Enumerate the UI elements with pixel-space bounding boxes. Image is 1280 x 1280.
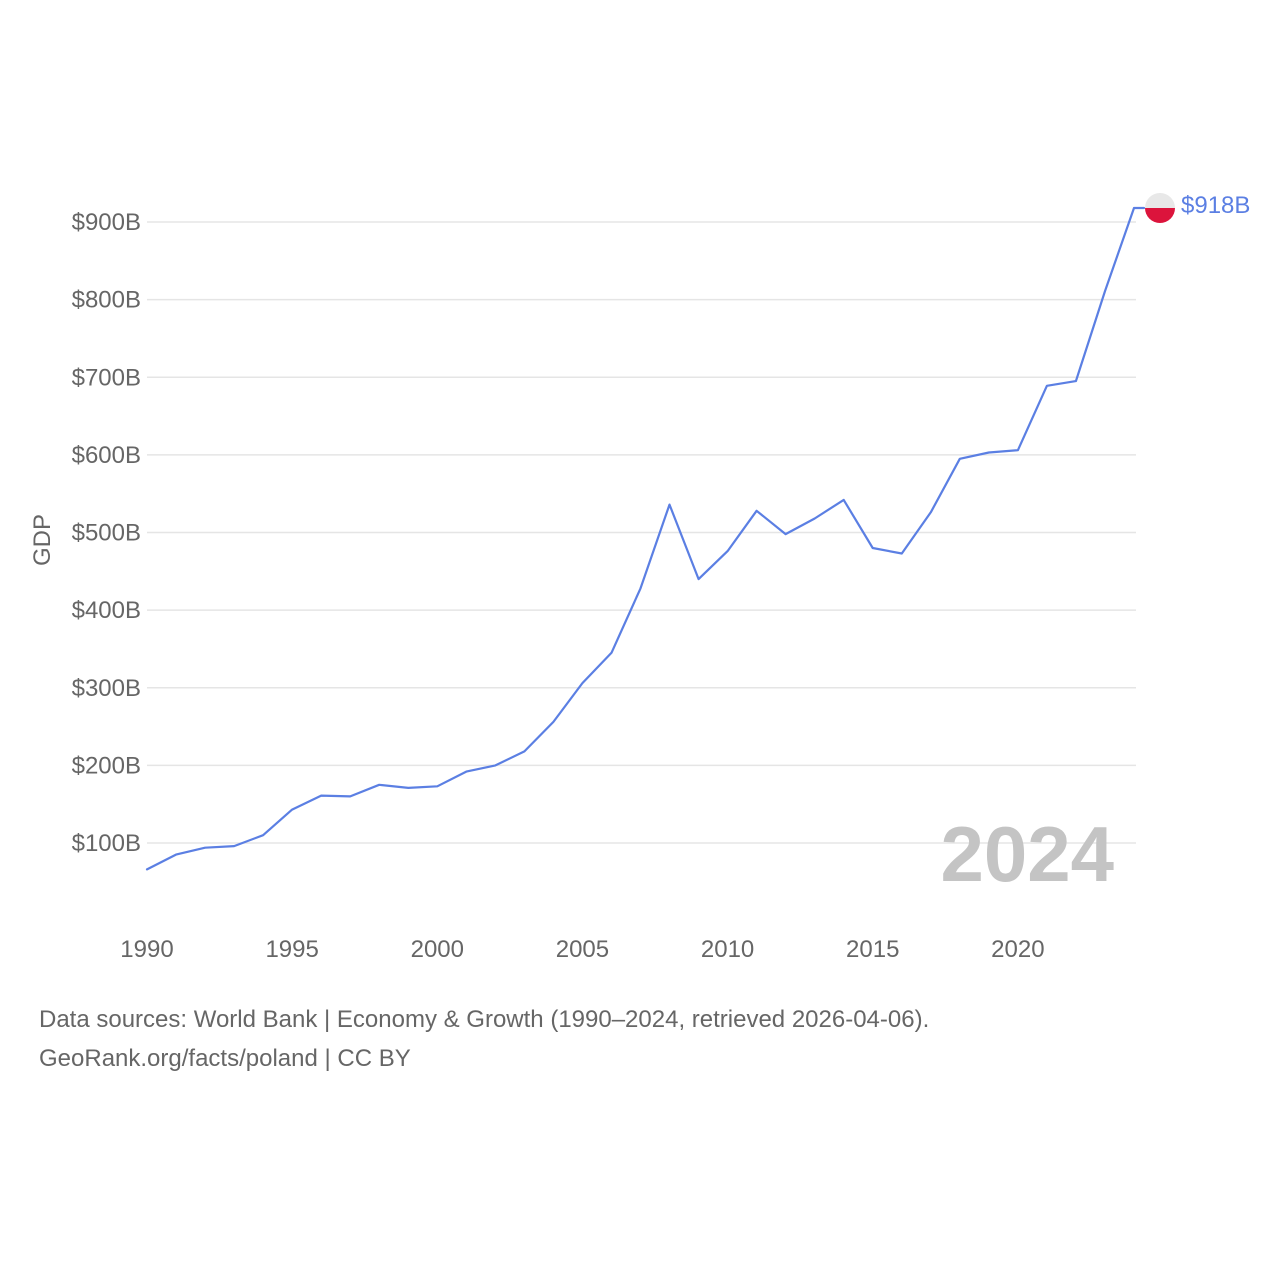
x-tick-label: 2000: [411, 936, 464, 963]
y-tick-label: $700B: [72, 364, 141, 391]
end-marker: $918B: [1145, 192, 1250, 224]
data-point: [347, 793, 353, 799]
data-point: [638, 585, 644, 591]
data-point: [928, 509, 934, 515]
y-tick-label: $800B: [72, 287, 141, 314]
data-point: [550, 719, 556, 725]
data-point: [1073, 378, 1079, 384]
data-point: [376, 782, 382, 788]
gridlines: [147, 221, 1136, 844]
data-point: [144, 866, 150, 872]
end-value-label: $918B: [1181, 192, 1250, 219]
data-point: [957, 456, 963, 462]
data-point: [899, 550, 905, 556]
data-point: [434, 783, 440, 789]
y-axis-ticks: $100B $200B $300B $400B $500B $600B $700B $800B…: [72, 209, 141, 857]
data-point: [870, 545, 876, 551]
data-point: [289, 807, 295, 813]
data-point: [1102, 288, 1108, 294]
data-point: [725, 548, 731, 554]
data-point: [696, 576, 702, 582]
data-point: [173, 852, 179, 858]
footer: Data sources: World Bank | Economy & Gro…: [39, 1000, 1239, 1078]
y-axis-title: GDP: [29, 514, 56, 566]
x-tick-label: 2005: [556, 936, 609, 963]
y-tick-label: $200B: [72, 752, 141, 779]
data-point: [783, 531, 789, 537]
x-tick-label: 1995: [265, 936, 318, 963]
data-point: [812, 516, 818, 522]
data-point: [986, 450, 992, 456]
x-tick-label: 2010: [701, 936, 754, 963]
y-tick-label: $600B: [72, 442, 141, 469]
data-sources-note: Data sources: World Bank | Economy & Gro…: [39, 1006, 930, 1033]
series-line: [145, 206, 1146, 871]
x-axis-ticks: 1990 1995 2000 2005 2010 2015 2020: [120, 936, 1044, 963]
data-point: [463, 769, 469, 775]
y-tick-label: $300B: [72, 675, 141, 702]
data-point: [579, 680, 585, 686]
data-point: [492, 762, 498, 768]
year-watermark: 2024: [940, 810, 1114, 898]
y-tick-label: $900B: [72, 209, 141, 236]
y-tick-label: $500B: [72, 520, 141, 547]
data-point: [318, 793, 324, 799]
data-point: [608, 650, 614, 656]
x-tick-label: 1990: [120, 936, 173, 963]
data-point: [405, 785, 411, 791]
x-tick-label: 2015: [846, 936, 899, 963]
flag-white-half: [1145, 193, 1175, 209]
attribution-note: GeoRank.org/facts/poland | CC BY: [39, 1045, 411, 1072]
data-point: [521, 748, 527, 754]
y-tick-label: $400B: [72, 597, 141, 624]
data-point: [1131, 205, 1137, 211]
gdp-line-chart: $100B $200B $300B $400B $500B $600B $700B $800B…: [29, 192, 1250, 963]
x-tick-label: 2020: [991, 936, 1044, 963]
y-tick-label: $100B: [72, 830, 141, 857]
series-layer: [144, 205, 1146, 872]
poland-flag-icon: [1145, 193, 1175, 224]
data-point: [260, 832, 266, 838]
flag-red-half: [1145, 208, 1175, 224]
data-point: [231, 843, 237, 849]
data-point: [841, 497, 847, 503]
data-point: [202, 845, 208, 851]
data-point: [1044, 383, 1050, 389]
data-point: [1015, 447, 1021, 453]
data-point: [754, 508, 760, 514]
data-point: [667, 502, 673, 508]
